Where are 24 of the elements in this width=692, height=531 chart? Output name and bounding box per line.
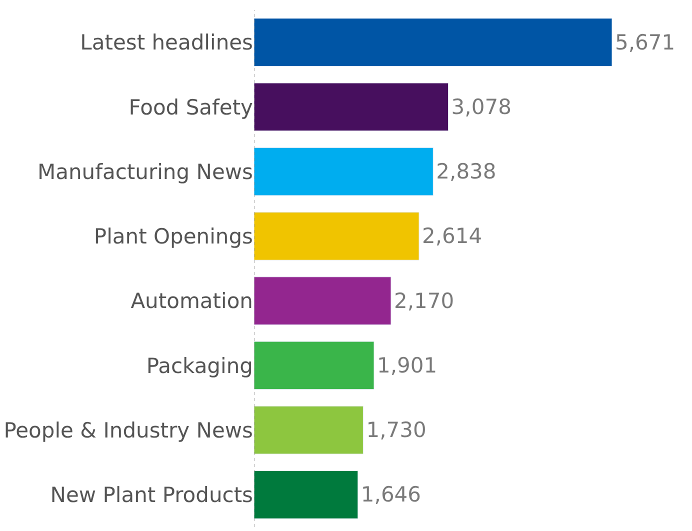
bar — [254, 18, 612, 66]
bar — [254, 82, 449, 132]
y-tick-label: People & Industry News — [4, 418, 253, 442]
data-label: 2,838 — [436, 160, 496, 184]
data-label: 5,671 — [615, 30, 676, 54]
y-tick-label: Plant Openings — [94, 224, 253, 249]
bar — [254, 470, 358, 519]
y-tick-label: Food Safety — [128, 95, 253, 120]
y-tick-label: Latest headlines — [80, 30, 253, 55]
data-label: 1,646 — [360, 482, 422, 507]
data-label: 1,730 — [366, 418, 426, 442]
data-label: 1,901 — [377, 353, 438, 378]
bar — [254, 406, 364, 454]
data-label: 2,170 — [394, 288, 454, 313]
bar — [254, 341, 374, 390]
bar — [254, 276, 392, 325]
y-tick-label: Automation — [130, 289, 253, 314]
bar — [254, 212, 420, 260]
bar — [254, 147, 434, 196]
y-tick-label: Packaging — [146, 354, 253, 378]
y-tick-label: New Plant Products — [50, 483, 253, 508]
data-label: 3,078 — [451, 94, 512, 119]
y-tick-label: Manufacturing News — [38, 160, 253, 184]
data-label: 2,614 — [422, 224, 482, 248]
